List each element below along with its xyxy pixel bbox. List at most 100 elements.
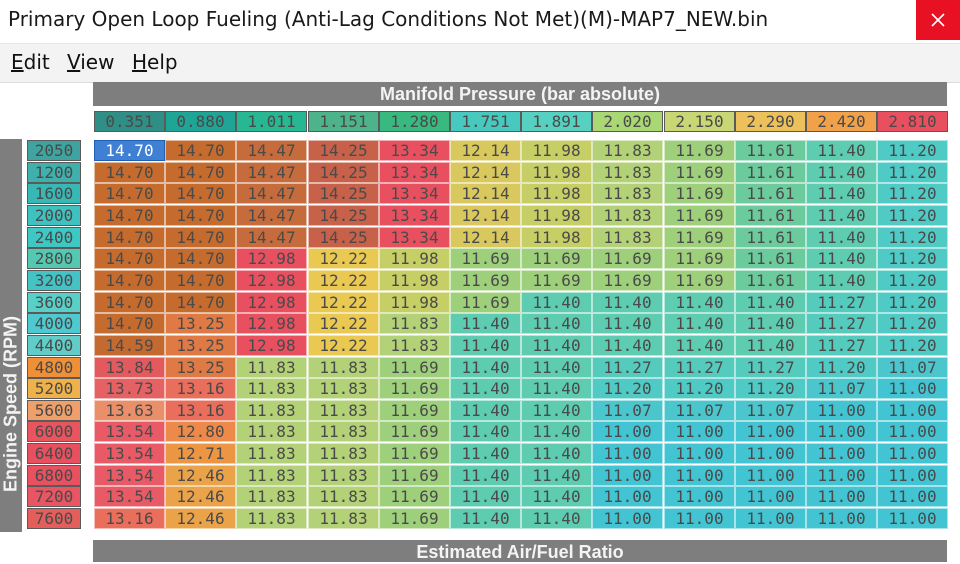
table-cell[interactable]: 11.00 xyxy=(877,421,948,442)
table-cell[interactable]: 14.70 xyxy=(165,292,236,313)
table-cell[interactable]: 13.34 xyxy=(379,140,450,161)
table-cell[interactable]: 11.83 xyxy=(592,162,663,183)
table-cell[interactable]: 14.25 xyxy=(308,205,379,226)
table-cell[interactable]: 11.98 xyxy=(521,162,592,183)
table-cell[interactable]: 11.40 xyxy=(806,227,877,248)
table-cell[interactable]: 11.20 xyxy=(877,162,948,183)
table-cell[interactable]: 11.07 xyxy=(735,400,806,421)
table-cell[interactable]: 13.73 xyxy=(94,378,165,399)
table-cell[interactable]: 11.40 xyxy=(450,443,521,464)
table-cell[interactable]: 14.70 xyxy=(94,140,165,161)
table-cell[interactable]: 11.20 xyxy=(592,378,663,399)
table-cell[interactable]: 12.98 xyxy=(236,313,307,334)
table-cell[interactable]: 11.00 xyxy=(664,465,735,486)
table-cell[interactable]: 11.61 xyxy=(735,183,806,204)
y-axis-cell[interactable]: 2800 xyxy=(27,248,81,269)
table-cell[interactable]: 12.14 xyxy=(450,205,521,226)
y-axis-cell[interactable]: 6400 xyxy=(27,443,81,464)
table-cell[interactable]: 11.40 xyxy=(450,508,521,529)
table-cell[interactable]: 11.20 xyxy=(877,292,948,313)
table-cell[interactable]: 11.69 xyxy=(450,248,521,269)
y-axis-cell[interactable]: 4400 xyxy=(27,335,81,356)
table-cell[interactable]: 11.40 xyxy=(664,335,735,356)
table-cell[interactable]: 12.22 xyxy=(308,313,379,334)
table-cell[interactable]: 11.00 xyxy=(664,421,735,442)
y-axis-cell[interactable]: 1200 xyxy=(27,162,81,183)
table-cell[interactable]: 11.83 xyxy=(379,335,450,356)
table-cell[interactable]: 13.16 xyxy=(165,378,236,399)
table-cell[interactable]: 11.40 xyxy=(735,335,806,356)
y-axis-cell[interactable]: 6000 xyxy=(27,421,81,442)
table-cell[interactable]: 11.83 xyxy=(236,357,307,378)
table-cell[interactable]: 11.00 xyxy=(664,508,735,529)
table-cell[interactable]: 11.83 xyxy=(236,421,307,442)
menu-help[interactable]: Help xyxy=(132,50,178,74)
table-cell[interactable]: 13.54 xyxy=(94,443,165,464)
table-cell[interactable]: 11.83 xyxy=(308,378,379,399)
y-axis-cell[interactable]: 2000 xyxy=(27,205,81,226)
y-axis-cell[interactable]: 2400 xyxy=(27,227,81,248)
table-cell[interactable]: 14.25 xyxy=(308,183,379,204)
table-cell[interactable]: 14.70 xyxy=(165,227,236,248)
table-cell[interactable]: 11.20 xyxy=(877,183,948,204)
table-cell[interactable]: 11.83 xyxy=(236,378,307,399)
table-cell[interactable]: 13.25 xyxy=(165,335,236,356)
table-cell[interactable]: 14.70 xyxy=(165,183,236,204)
table-cell[interactable]: 11.20 xyxy=(877,227,948,248)
table-cell[interactable]: 11.00 xyxy=(664,486,735,507)
y-axis-cell[interactable]: 1600 xyxy=(27,183,81,204)
table-cell[interactable]: 11.69 xyxy=(664,227,735,248)
table-cell[interactable]: 11.00 xyxy=(806,443,877,464)
y-axis-cell[interactable]: 3600 xyxy=(27,292,81,313)
table-cell[interactable]: 11.83 xyxy=(308,421,379,442)
table-cell[interactable]: 11.83 xyxy=(236,465,307,486)
table-cell[interactable]: 11.20 xyxy=(877,313,948,334)
table-cell[interactable]: 11.98 xyxy=(379,270,450,291)
table-cell[interactable]: 11.69 xyxy=(379,443,450,464)
table-cell[interactable]: 12.14 xyxy=(450,183,521,204)
table-cell[interactable]: 11.83 xyxy=(592,205,663,226)
table-cell[interactable]: 12.98 xyxy=(236,248,307,269)
table-cell[interactable]: 11.69 xyxy=(379,421,450,442)
table-cell[interactable]: 11.69 xyxy=(379,357,450,378)
table-cell[interactable]: 11.83 xyxy=(308,508,379,529)
table-cell[interactable]: 14.70 xyxy=(94,162,165,183)
table-cell[interactable]: 11.83 xyxy=(236,443,307,464)
x-axis-cell[interactable]: 1.011 xyxy=(236,111,307,132)
y-axis-cell[interactable]: 5600 xyxy=(27,400,81,421)
table-cell[interactable]: 12.98 xyxy=(236,335,307,356)
table-cell[interactable]: 11.61 xyxy=(735,140,806,161)
table-cell[interactable]: 11.69 xyxy=(664,248,735,269)
table-cell[interactable]: 14.70 xyxy=(165,140,236,161)
table-cell[interactable]: 14.25 xyxy=(308,227,379,248)
table-cell[interactable]: 11.69 xyxy=(592,248,663,269)
table-cell[interactable]: 11.20 xyxy=(877,248,948,269)
x-axis-cell[interactable]: 2.020 xyxy=(592,111,663,132)
table-cell[interactable]: 11.27 xyxy=(806,292,877,313)
table-cell[interactable]: 11.40 xyxy=(450,421,521,442)
table-cell[interactable]: 13.16 xyxy=(165,400,236,421)
menu-edit[interactable]: Edit xyxy=(11,50,50,74)
table-cell[interactable]: 12.14 xyxy=(450,227,521,248)
table-cell[interactable]: 11.83 xyxy=(308,357,379,378)
table-cell[interactable]: 11.27 xyxy=(806,313,877,334)
table-cell[interactable]: 11.40 xyxy=(450,400,521,421)
table-cell[interactable]: 11.07 xyxy=(806,378,877,399)
table-cell[interactable]: 11.69 xyxy=(521,270,592,291)
y-axis-cell[interactable]: 7600 xyxy=(27,508,81,529)
table-cell[interactable]: 11.40 xyxy=(450,313,521,334)
table-cell[interactable]: 13.34 xyxy=(379,227,450,248)
table-cell[interactable]: 11.69 xyxy=(379,400,450,421)
table-cell[interactable]: 11.00 xyxy=(735,508,806,529)
table-cell[interactable]: 12.14 xyxy=(450,140,521,161)
table-cell[interactable]: 11.69 xyxy=(592,270,663,291)
table-cell[interactable]: 11.83 xyxy=(308,465,379,486)
table-cell[interactable]: 14.70 xyxy=(165,270,236,291)
table-cell[interactable]: 11.69 xyxy=(664,270,735,291)
table-cell[interactable]: 11.20 xyxy=(664,378,735,399)
table-cell[interactable]: 11.69 xyxy=(521,248,592,269)
table-cell[interactable]: 11.40 xyxy=(806,270,877,291)
table-cell[interactable]: 11.27 xyxy=(664,357,735,378)
table-cell[interactable]: 11.00 xyxy=(877,378,948,399)
table-cell[interactable]: 11.69 xyxy=(450,270,521,291)
